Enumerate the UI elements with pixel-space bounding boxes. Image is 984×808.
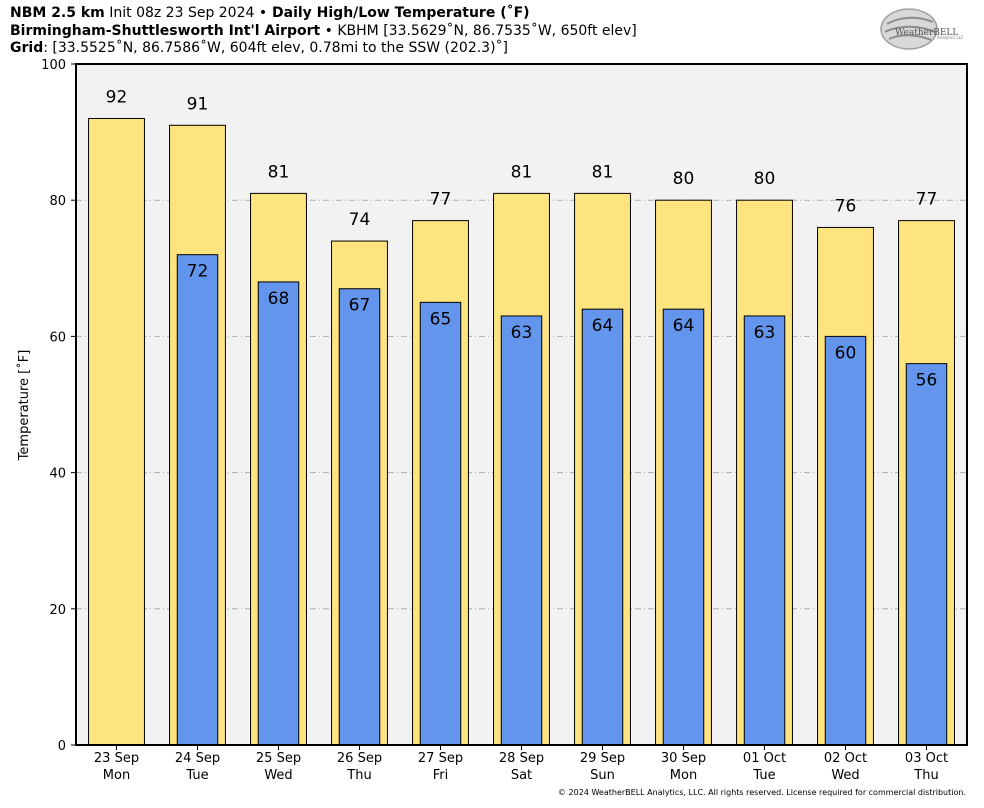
x-tick-date: 03 Oct	[905, 751, 948, 766]
low-temp-bar	[824, 335, 867, 746]
high-temp-bar	[88, 117, 145, 746]
y-axis-ticks: 0 20 40 60 80 100	[41, 58, 76, 754]
y-tick-label: 80	[49, 194, 66, 209]
header-line-1: NBM 2.5 km Init 08z 23 Sep 2024 • Daily …	[10, 5, 637, 23]
x-tick-weekday: Tue	[752, 768, 775, 783]
chart-title: Daily High/Low Temperature (˚F)	[267, 5, 530, 21]
low-temp-label: 67	[349, 296, 371, 316]
header-line-3: Grid: [33.5525˚N, 86.7586˚W, 604ft elev,…	[10, 40, 637, 58]
low-temp-label: 63	[511, 323, 533, 343]
grid-label: Grid	[10, 40, 44, 56]
low-temp-bar	[500, 315, 543, 746]
high-temp-label: 77	[916, 190, 938, 210]
low-temp-label: 56	[916, 371, 938, 391]
high-temp-label: 91	[187, 94, 209, 114]
x-tick-date: 27 Sep	[418, 751, 463, 766]
high-temp-label: 81	[511, 162, 533, 182]
x-tick-weekday: Tue	[185, 768, 208, 783]
x-tick-weekday: Wed	[831, 768, 859, 783]
y-tick-label: 60	[49, 330, 66, 345]
low-temp-bar	[176, 254, 219, 746]
low-temp-bar	[581, 308, 624, 746]
x-tick-weekday: Mon	[103, 768, 130, 783]
x-tick-date: 26 Sep	[337, 751, 382, 766]
x-tick-weekday: Fri	[433, 768, 449, 783]
y-tick-label: 40	[49, 467, 66, 482]
bars: 92 91 72 81 68 74 67 77 65 81 63 81 64 80 64 80 63 76 60 77…	[88, 87, 955, 746]
x-tick-date: 25 Sep	[256, 751, 301, 766]
low-temp-bar	[338, 288, 381, 746]
low-temp-bar	[905, 363, 948, 746]
logo-subtext: Analytics LLC	[937, 35, 964, 40]
x-tick-date: 28 Sep	[499, 751, 544, 766]
x-tick-weekday: Wed	[264, 768, 292, 783]
copyright-footer: © 2024 WeatherBELL Analytics, LLC. All r…	[558, 788, 966, 797]
y-tick-label: 0	[58, 739, 66, 754]
x-tick-date: 30 Sep	[661, 751, 706, 766]
model-name: NBM 2.5 km	[10, 5, 105, 21]
low-temp-label: 65	[430, 309, 452, 329]
high-temp-label: 81	[592, 162, 614, 182]
header-line-2: Birmingham-Shuttlesworth Int'l Airport •…	[10, 23, 637, 41]
x-tick-date: 29 Sep	[580, 751, 625, 766]
x-tick-date: 24 Sep	[175, 751, 220, 766]
x-tick-date: 02 Oct	[824, 751, 867, 766]
x-axis-ticks: 23 Sep Mon 24 Sep Tue 25 Sep Wed 26 Sep Thu 27 S…	[94, 745, 948, 783]
high-temp-label: 92	[106, 87, 128, 107]
high-temp-label: 76	[835, 196, 857, 216]
x-tick-weekday: Mon	[670, 768, 697, 783]
low-temp-bar	[743, 315, 786, 746]
high-temp-label: 80	[754, 169, 776, 189]
x-tick-date: 23 Sep	[94, 751, 139, 766]
y-tick-label: 20	[49, 603, 66, 618]
high-temp-label: 74	[349, 210, 371, 230]
separator: •	[320, 22, 338, 39]
high-temp-label: 80	[673, 169, 695, 189]
y-tick-label: 100	[41, 58, 66, 73]
station-details: KBHM [33.5629˚N, 86.7535˚W, 650ft elev]	[337, 22, 637, 39]
chart-header: NBM 2.5 km Init 08z 23 Sep 2024 • Daily …	[10, 5, 637, 58]
x-tick-date: 01 Oct	[743, 751, 786, 766]
low-temp-bar	[257, 281, 300, 746]
station-name: Birmingham-Shuttlesworth Int'l Airport	[10, 22, 321, 39]
high-temp-label: 77	[430, 190, 452, 210]
low-temp-bar	[662, 308, 705, 746]
logo-text: WeatherBELL	[895, 28, 958, 38]
low-temp-bar	[419, 301, 462, 746]
low-temp-label: 63	[754, 323, 776, 343]
x-tick-weekday: Sat	[511, 768, 532, 783]
x-tick-weekday: Thu	[346, 768, 371, 783]
high-temp-label: 81	[268, 162, 290, 182]
grid-details: : [33.5525˚N, 86.7586˚W, 604ft elev, 0.7…	[43, 40, 509, 56]
low-temp-label: 64	[673, 316, 695, 336]
low-temp-label: 68	[268, 289, 290, 309]
x-tick-weekday: Thu	[913, 768, 938, 783]
low-temp-label: 60	[835, 343, 857, 363]
low-temp-label: 72	[187, 262, 209, 282]
plot-frame	[75, 63, 968, 746]
low-temp-label: 64	[592, 316, 614, 336]
weatherbell-logo: WeatherBELL Analytics LLC	[880, 8, 964, 50]
y-axis-label: Temperature [˚F]	[16, 350, 32, 462]
separator: •	[258, 5, 268, 21]
x-tick-weekday: Sun	[590, 768, 615, 783]
init-time: Init 08z 23 Sep 2024	[104, 5, 259, 21]
